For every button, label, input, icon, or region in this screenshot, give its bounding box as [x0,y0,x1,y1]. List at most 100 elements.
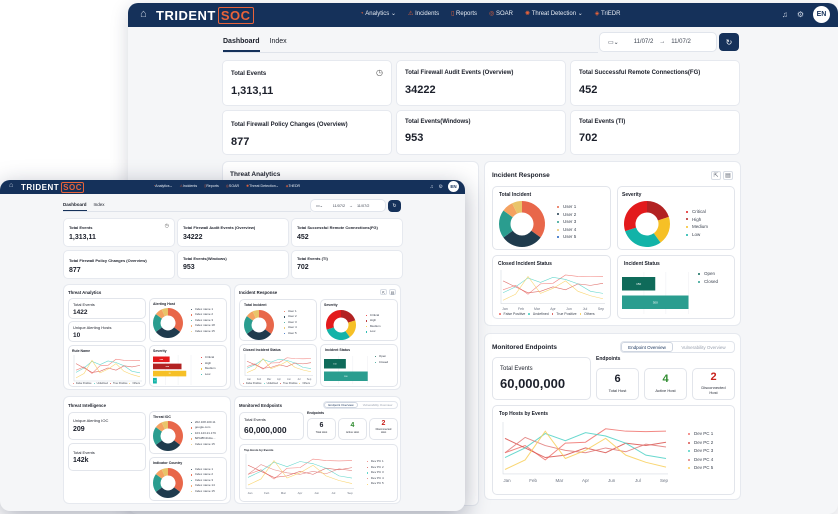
series-line-others[interactable] [246,358,312,373]
legend-item[interactable]: Index name 1 [191,467,215,472]
legend-item[interactable]: True Positive [109,382,127,385]
legend-item[interactable]: User 1 [284,309,297,314]
gear-icon[interactable]: ⚙ [796,10,804,19]
series-line-dev-pc-5[interactable] [247,460,353,486]
threat-ioc-slice[interactable] [161,421,168,430]
tab-endpoint-overview[interactable]: Endpoint Overview [621,342,673,352]
legend-item[interactable]: Index name 15 [191,442,216,447]
total-incident-slice[interactable] [512,201,522,214]
series-line-dev-pc-1[interactable] [504,428,667,461]
legend-item[interactable]: False Positive [73,382,92,385]
nav-analytics[interactable]: ◔ Analytics ⌄ [360,10,397,18]
legend-item[interactable]: Index name 14 [191,483,215,488]
nav-incidents[interactable]: ⚠ Incidents [179,184,198,188]
indicator-country-slice[interactable] [153,474,162,492]
bar[interactable] [324,371,368,382]
alerting-host-slice[interactable] [155,309,165,319]
indicator-country-slice[interactable] [155,469,165,479]
series-line-dev-pc-3[interactable] [247,461,353,479]
total-incident-slice[interactable] [252,310,259,319]
threat-ioc-slice[interactable] [155,440,181,451]
tab-index[interactable]: Index [93,202,105,207]
bar[interactable] [324,359,346,369]
legend-item[interactable]: Low [366,329,381,334]
alerting-host-slice[interactable] [153,314,162,332]
legend-item[interactable]: Dev PC 3 [688,447,713,456]
legend-item[interactable]: Medium [201,366,216,372]
legend-item[interactable]: User 3 [557,218,576,226]
date-end[interactable]: 11/07/2 [671,39,691,45]
legend-item[interactable]: User 4 [557,226,576,234]
bar[interactable] [622,295,689,310]
bar[interactable] [622,277,656,291]
series-line-false-positive[interactable] [502,274,604,295]
legend-item[interactable]: Closed [698,278,718,286]
legend-item[interactable]: Index name 15 [191,489,215,494]
legend-item[interactable]: User 5 [284,331,297,336]
legend-item[interactable]: Others [579,312,595,316]
legend-item[interactable]: Index name 15 [191,329,215,334]
legend-item[interactable]: Undefined [93,382,108,385]
legend-item[interactable]: Dev PC 2 [367,465,384,471]
alerting-host-slice[interactable] [155,327,181,338]
avatar[interactable]: EN [813,6,830,23]
legend-item[interactable]: Medium [366,324,381,329]
legend-item[interactable]: google.com [191,425,216,430]
legend-item[interactable]: Dev PC 3 [367,470,384,476]
refresh-button[interactable]: ↻ [388,200,401,212]
severity-slice[interactable] [345,320,356,338]
tab-dashboard[interactable]: Dashboard [223,38,260,52]
document-icon[interactable]: ▤ [389,289,396,295]
legend-item[interactable]: High [201,361,216,367]
nav-threat-detection[interactable]: ✺ Threat Detection ⌄ [524,10,583,18]
legend-item[interactable]: Index name 2 [191,472,215,477]
nav-soar[interactable]: ◎ SOAR [489,10,513,18]
legend-item[interactable]: Index name 3 [191,478,215,483]
legend-item[interactable]: Others [299,382,310,385]
home-icon[interactable]: ⌂ [140,8,147,20]
legend-item[interactable]: Dev PC 5 [688,464,713,473]
alerting-host-slice[interactable] [161,308,168,317]
date-range-picker[interactable]: ▭⌄ 11/07/2 → 11/07/2 [310,199,386,212]
legend-item[interactable]: User 1 [557,203,576,211]
severity-slice[interactable] [625,227,661,247]
series-line-undefined[interactable] [75,360,141,374]
nav-reports[interactable]: ▯ Reports [451,10,478,18]
legend-item[interactable]: Dev PC 1 [367,459,384,465]
alerting-host-slice[interactable] [168,308,183,332]
severity-slice[interactable] [341,310,356,323]
gear-icon[interactable]: ⚙ [438,183,443,190]
export-icon[interactable]: ⇱ [380,289,387,295]
indicator-country-slice[interactable] [155,487,181,498]
threat-ioc-slice[interactable] [153,427,162,445]
total-incident-slice[interactable] [244,316,253,334]
document-icon[interactable]: ▤ [723,171,733,180]
severity-slice[interactable] [653,216,670,243]
series-line-dev-pc-5[interactable] [504,430,667,470]
tab-vulnerability-overview[interactable]: Vulnerability Overview [362,403,393,407]
nav-reports[interactable]: ▯ Reports [204,184,219,188]
severity-slice[interactable] [647,201,669,221]
legend-item[interactable]: Others [129,382,140,385]
legend-item[interactable]: Undefined [528,312,549,316]
legend-item[interactable]: High [366,318,381,323]
legend-item[interactable]: False Positive [499,312,525,316]
legend-item[interactable]: User 3 [284,320,297,325]
avatar[interactable]: EN [448,181,459,192]
total-incident-slice[interactable] [503,230,541,247]
tab-index[interactable]: Index [269,38,287,45]
legend-item[interactable]: Open [375,354,388,360]
legend-item[interactable]: True Positive [551,312,577,316]
refresh-button[interactable]: ↻ [719,33,739,51]
legend-item[interactable]: User 2 [284,314,297,319]
date-range-picker[interactable]: ▭⌄ 11/07/2 → 11/07/2 [599,32,717,52]
bar[interactable] [153,363,182,370]
tab-vulnerability-overview[interactable]: Vulnerability Overview [681,344,726,350]
total-incident-slice[interactable] [503,203,518,218]
legend-item[interactable]: Critical [366,313,381,318]
nav-incidents[interactable]: ⚠ Incidents [408,10,440,18]
legend-item[interactable]: Index name 18 [191,323,215,328]
legend-item[interactable]: Open [698,270,718,278]
bell-icon[interactable]: ♫ [429,183,434,190]
legend-item[interactable]: Dev PC 1 [688,430,713,439]
